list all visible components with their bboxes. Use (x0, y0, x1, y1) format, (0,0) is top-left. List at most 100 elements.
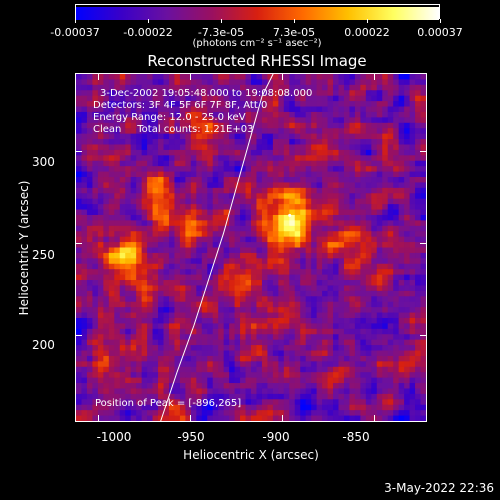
heatmap-cell (103, 117, 110, 124)
heatmap-cell (218, 350, 225, 357)
heatmap-cell (234, 415, 241, 421)
heatmap-cell (158, 377, 165, 384)
heatmap-cell (81, 247, 88, 254)
heatmap-cell (300, 372, 307, 379)
heatmap-cell (185, 323, 192, 330)
heatmap-cell (393, 377, 400, 384)
heatmap-cell (404, 193, 411, 200)
heatmap-cell (130, 361, 137, 368)
heatmap-cell (147, 415, 154, 421)
heatmap-cell (207, 377, 214, 384)
heatmap-cell (393, 274, 400, 281)
heatmap-cell (168, 280, 176, 287)
heatmap-cell (81, 393, 88, 400)
heatmap-cell (223, 307, 230, 314)
heatmap-cell (354, 139, 361, 146)
heatmap-cell (201, 404, 208, 411)
heatmap-cell (185, 307, 192, 314)
heatmap-cell (251, 236, 258, 243)
heatmap-cell (327, 84, 334, 91)
heatmap-cell (267, 404, 274, 411)
heatmap-cell (108, 84, 115, 91)
heatmap-cell (158, 242, 165, 249)
heatmap-cell (398, 307, 405, 314)
heatmap-cell (168, 198, 176, 205)
heatmap-cell (311, 274, 318, 281)
heatmap-cell (158, 263, 165, 270)
heatmap-cell (141, 247, 148, 254)
heatmap-cell (409, 236, 416, 243)
heatmap-cell (349, 339, 356, 346)
heatmap-cell (333, 280, 340, 287)
heatmap-cell (415, 263, 422, 270)
heatmap-cell (108, 155, 115, 162)
heatmap-cell (256, 317, 263, 324)
heatmap-cell (300, 122, 307, 129)
heatmap-cell (240, 366, 247, 373)
heatmap-cell (103, 247, 110, 254)
heatmap-cell (360, 117, 367, 124)
heatmap-cell (387, 122, 394, 129)
heatmap-cell (158, 122, 165, 129)
heatmap-cell (218, 128, 225, 135)
heatmap-cell (409, 399, 416, 406)
heatmap-cell (294, 361, 301, 368)
heatmap-cell (179, 79, 186, 86)
heatmap-cell (119, 122, 126, 129)
heatmap-cell (360, 296, 367, 303)
heatmap-cell (152, 242, 159, 249)
heatmap-cell (245, 404, 252, 411)
heatmap-cell (207, 177, 214, 184)
heatmap-cell (393, 285, 400, 292)
heatmap-cell (218, 149, 225, 156)
heatmap-cell (311, 312, 318, 319)
heatmap-cell (404, 111, 411, 118)
heatmap-cell (81, 220, 88, 227)
heatmap-cell (97, 79, 104, 86)
heatmap-cell (212, 133, 219, 140)
heatmap-cell (300, 323, 307, 330)
heatmap-cell (97, 182, 104, 189)
heatmap-cell (294, 171, 301, 178)
heatmap-cell (420, 111, 426, 118)
heatmap-cell (114, 269, 121, 276)
heatmap-cell (218, 155, 225, 162)
heatmap-cell (376, 74, 383, 81)
heatmap-cell (354, 404, 361, 411)
heatmap-cell (229, 117, 236, 124)
heatmap-cell (305, 133, 312, 140)
heatmap-cell (294, 204, 301, 211)
heatmap-cell (218, 225, 225, 232)
heatmap-cell (196, 410, 203, 417)
heatmap-cell (371, 149, 378, 156)
heatmap-cell (234, 355, 241, 362)
heatmap-cell (267, 366, 274, 373)
heatmap-cell (289, 155, 296, 162)
heatmap-cell (92, 84, 99, 91)
heatmap-cell (338, 301, 345, 308)
heatmap-cell (130, 410, 137, 417)
heatmap-cell (327, 79, 334, 86)
heatmap-cell (201, 377, 208, 384)
heatmap-cell (179, 355, 186, 362)
heatmap-cell (86, 274, 94, 281)
heatmap-cell (305, 220, 312, 227)
heatmap-cell (108, 128, 115, 135)
heatmap-cell (311, 355, 318, 362)
heatmap-cell (76, 225, 83, 232)
heatmap-cell (311, 366, 318, 373)
heatmap-cell (387, 160, 394, 167)
heatmap-cell (196, 95, 203, 102)
heatmap-cell (168, 182, 176, 189)
heatmap-cell (190, 155, 197, 162)
heatmap-cell (283, 345, 290, 352)
heatmap-cell (81, 377, 88, 384)
heatmap-cell (147, 84, 154, 91)
heatmap-cell (256, 361, 263, 368)
heatmap-cell (141, 236, 148, 243)
heatmap-cell (354, 160, 361, 167)
heatmap-cell (218, 171, 225, 178)
heatmap-cell (103, 345, 110, 352)
heatmap-cell (196, 236, 203, 243)
heatmap-cell (158, 209, 165, 216)
